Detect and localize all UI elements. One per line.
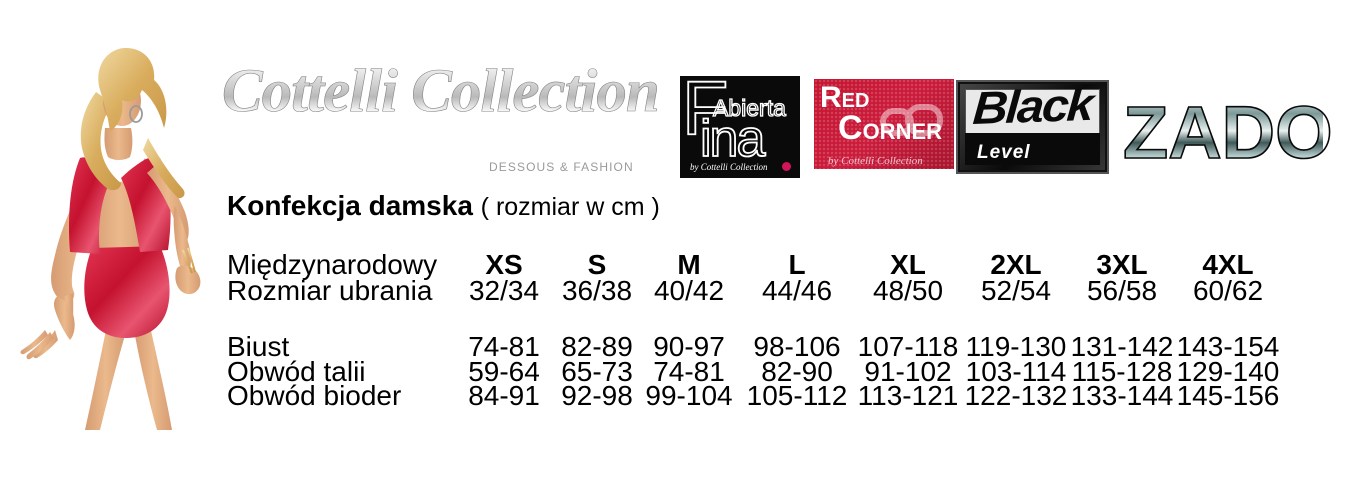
svg-text:ina: ina <box>700 110 765 168</box>
